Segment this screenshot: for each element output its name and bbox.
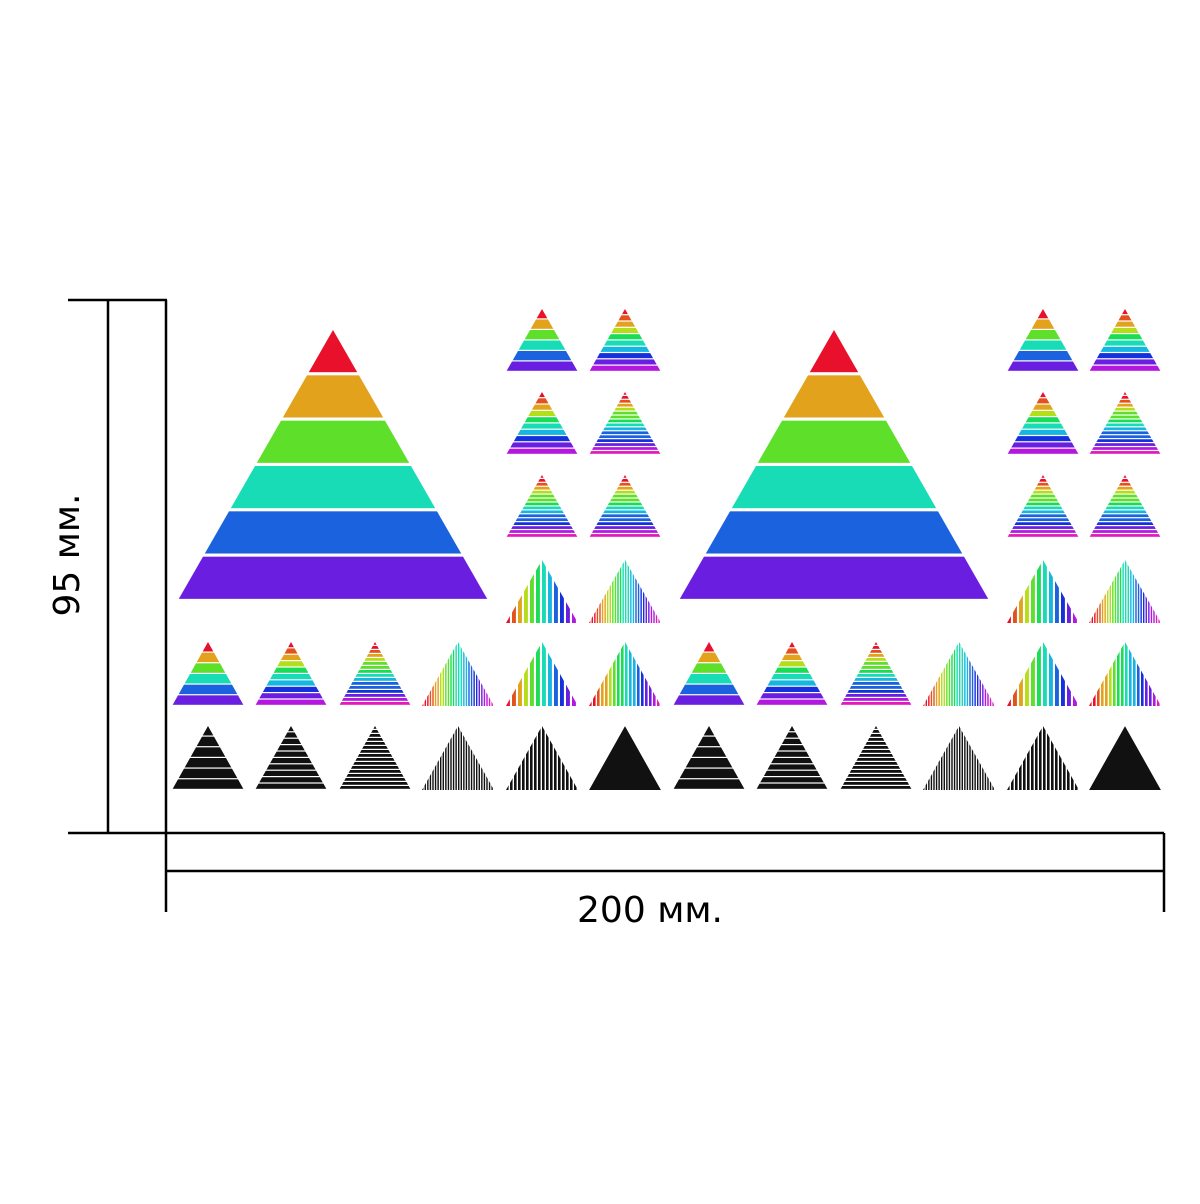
color-row-triangle xyxy=(255,642,327,705)
color-row-triangle xyxy=(506,642,576,706)
black-row-triangle xyxy=(840,726,912,789)
black-row-triangle xyxy=(923,726,994,790)
black-row-triangle xyxy=(589,726,661,790)
small-triangle-sticker xyxy=(1007,392,1079,454)
small-triangle-sticker xyxy=(506,560,576,623)
black-row-triangle xyxy=(673,726,745,789)
black-row-triangle xyxy=(339,726,411,789)
small-triangle-sticker xyxy=(1089,560,1160,623)
black-row-triangle xyxy=(422,726,493,790)
small-triangle-sticker xyxy=(1007,475,1079,537)
color-row-triangle xyxy=(172,642,244,705)
small-triangle-sticker xyxy=(589,392,661,454)
large-pyramid-left xyxy=(177,330,489,599)
height-dimension-label: 95 мм. xyxy=(47,493,88,617)
color-row-triangle xyxy=(840,642,912,705)
small-triangle-sticker xyxy=(506,475,578,537)
color-row-triangle xyxy=(422,642,493,706)
triangle-stickers xyxy=(172,309,1161,790)
black-row-triangle xyxy=(1007,726,1078,790)
small-triangle-sticker xyxy=(1089,475,1161,537)
black-row-triangle xyxy=(756,726,828,789)
small-triangle-sticker xyxy=(1007,309,1079,371)
color-row-triangle xyxy=(923,642,994,706)
small-triangle-sticker xyxy=(506,309,578,371)
large-pyramid-right xyxy=(678,330,990,599)
width-dimension-label: 200 мм. xyxy=(577,890,723,931)
black-row-triangle xyxy=(255,726,327,789)
small-triangle-sticker xyxy=(589,475,661,537)
small-triangle-sticker xyxy=(1089,392,1161,454)
small-triangle-sticker xyxy=(1089,309,1161,371)
small-triangle-sticker xyxy=(589,560,660,623)
color-row-triangle xyxy=(1007,642,1077,706)
small-triangle-sticker xyxy=(589,309,661,371)
black-row-triangle xyxy=(506,726,577,790)
color-row-triangle xyxy=(1089,642,1160,706)
black-row-triangle xyxy=(1089,726,1161,790)
color-row-triangle xyxy=(339,642,411,705)
small-triangle-sticker xyxy=(1007,560,1077,623)
black-row-triangle xyxy=(172,726,244,789)
dimension-lines xyxy=(68,298,1166,912)
color-row-triangle xyxy=(589,642,660,706)
color-row-triangle xyxy=(673,642,745,705)
color-row-triangle xyxy=(756,642,828,705)
small-triangle-sticker xyxy=(506,392,578,454)
